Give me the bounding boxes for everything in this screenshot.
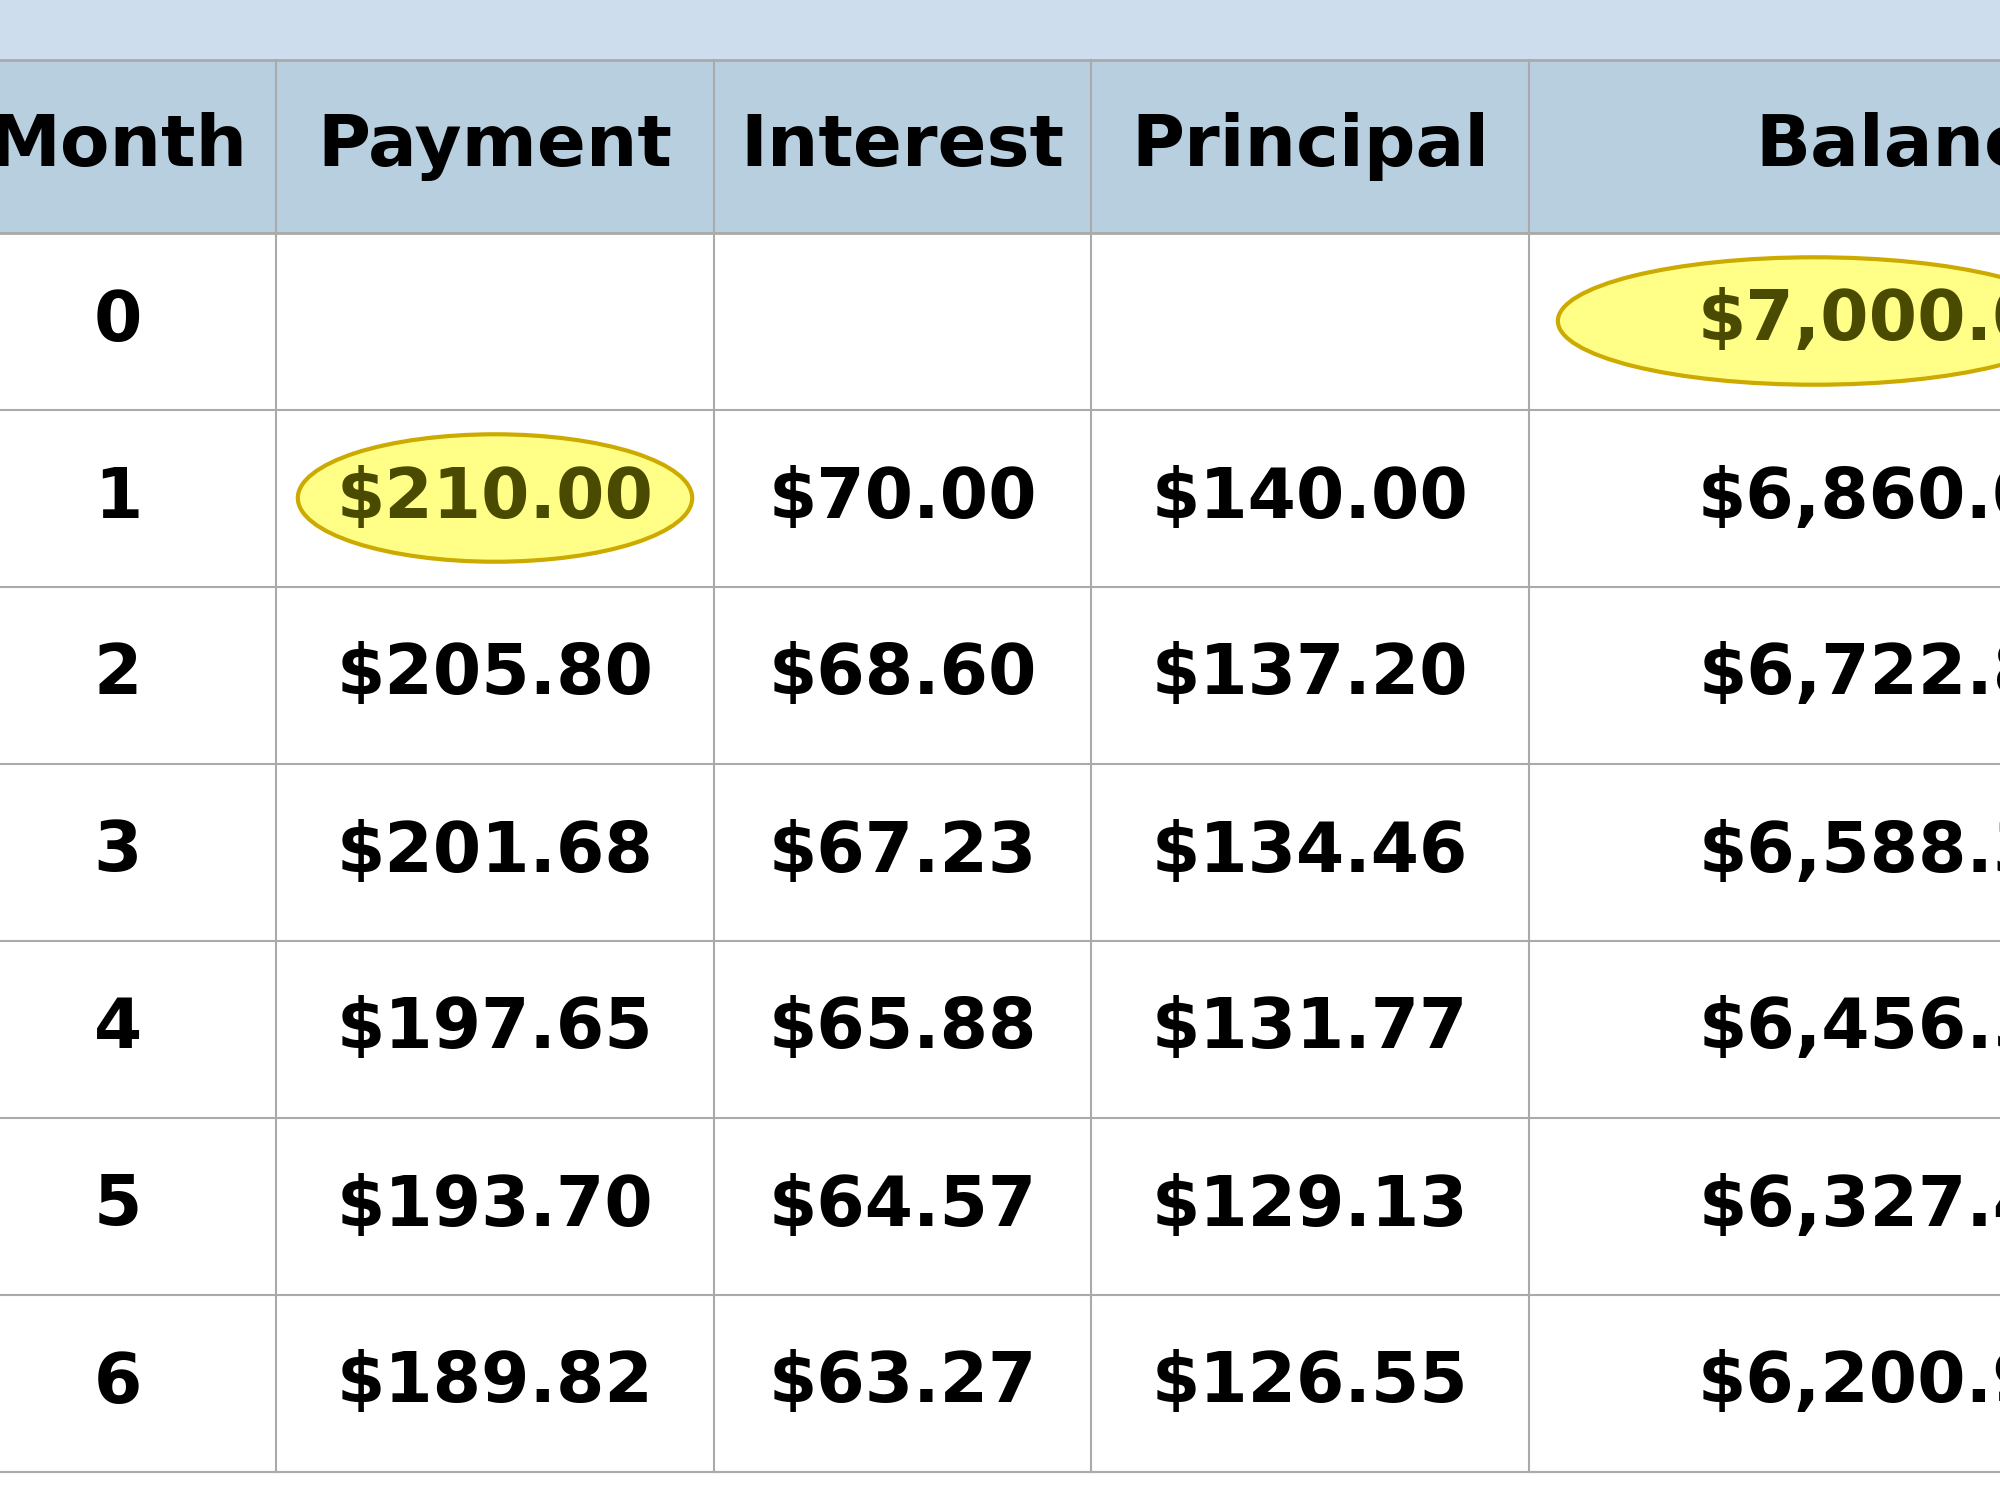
Text: $205.80: $205.80 bbox=[336, 642, 654, 708]
Text: $193.70: $193.70 bbox=[336, 1173, 654, 1239]
Ellipse shape bbox=[1558, 258, 2000, 384]
Text: Balance: Balance bbox=[1756, 112, 2000, 182]
Text: $131.77: $131.77 bbox=[1152, 996, 1468, 1062]
Text: $6,588.34: $6,588.34 bbox=[1698, 819, 2000, 885]
FancyBboxPatch shape bbox=[0, 60, 2000, 1500]
Text: 4: 4 bbox=[94, 996, 142, 1062]
Text: 6: 6 bbox=[94, 1350, 142, 1416]
Text: 0: 0 bbox=[94, 288, 142, 354]
Ellipse shape bbox=[298, 435, 692, 561]
FancyBboxPatch shape bbox=[0, 1472, 2000, 1500]
Text: $6,722.80: $6,722.80 bbox=[1698, 642, 2000, 708]
Text: Interest: Interest bbox=[740, 112, 1064, 182]
Text: $189.82: $189.82 bbox=[336, 1350, 654, 1416]
Text: 5: 5 bbox=[94, 1173, 142, 1239]
Text: 3: 3 bbox=[94, 819, 142, 885]
Text: $126.55: $126.55 bbox=[1152, 1350, 1468, 1416]
Text: $64.57: $64.57 bbox=[768, 1173, 1036, 1239]
Text: $68.60: $68.60 bbox=[768, 642, 1036, 708]
Text: $129.13: $129.13 bbox=[1152, 1173, 1468, 1239]
Text: $210.00: $210.00 bbox=[336, 465, 654, 531]
Text: $7,000.00: $7,000.00 bbox=[1698, 288, 2000, 354]
Text: $6,456.57: $6,456.57 bbox=[1698, 996, 2000, 1062]
Text: $201.68: $201.68 bbox=[336, 819, 654, 885]
Text: $6,327.44: $6,327.44 bbox=[1698, 1173, 2000, 1239]
Text: $6,860.00: $6,860.00 bbox=[1698, 465, 2000, 531]
Text: $134.46: $134.46 bbox=[1152, 819, 1468, 885]
Text: Month: Month bbox=[0, 112, 248, 182]
Text: $140.00: $140.00 bbox=[1152, 465, 1468, 531]
FancyBboxPatch shape bbox=[0, 60, 2000, 232]
Text: $197.65: $197.65 bbox=[336, 996, 654, 1062]
Text: Payment: Payment bbox=[318, 112, 672, 182]
FancyBboxPatch shape bbox=[0, 232, 2000, 1472]
Text: $137.20: $137.20 bbox=[1152, 642, 1468, 708]
Text: Principal: Principal bbox=[1132, 112, 1490, 182]
Text: 1: 1 bbox=[94, 465, 142, 531]
Text: 2: 2 bbox=[94, 642, 142, 708]
Text: $65.88: $65.88 bbox=[768, 996, 1036, 1062]
Text: $70.00: $70.00 bbox=[768, 465, 1036, 531]
Text: $63.27: $63.27 bbox=[768, 1350, 1036, 1416]
Text: $67.23: $67.23 bbox=[768, 819, 1036, 885]
Text: $6,200.90: $6,200.90 bbox=[1698, 1350, 2000, 1416]
